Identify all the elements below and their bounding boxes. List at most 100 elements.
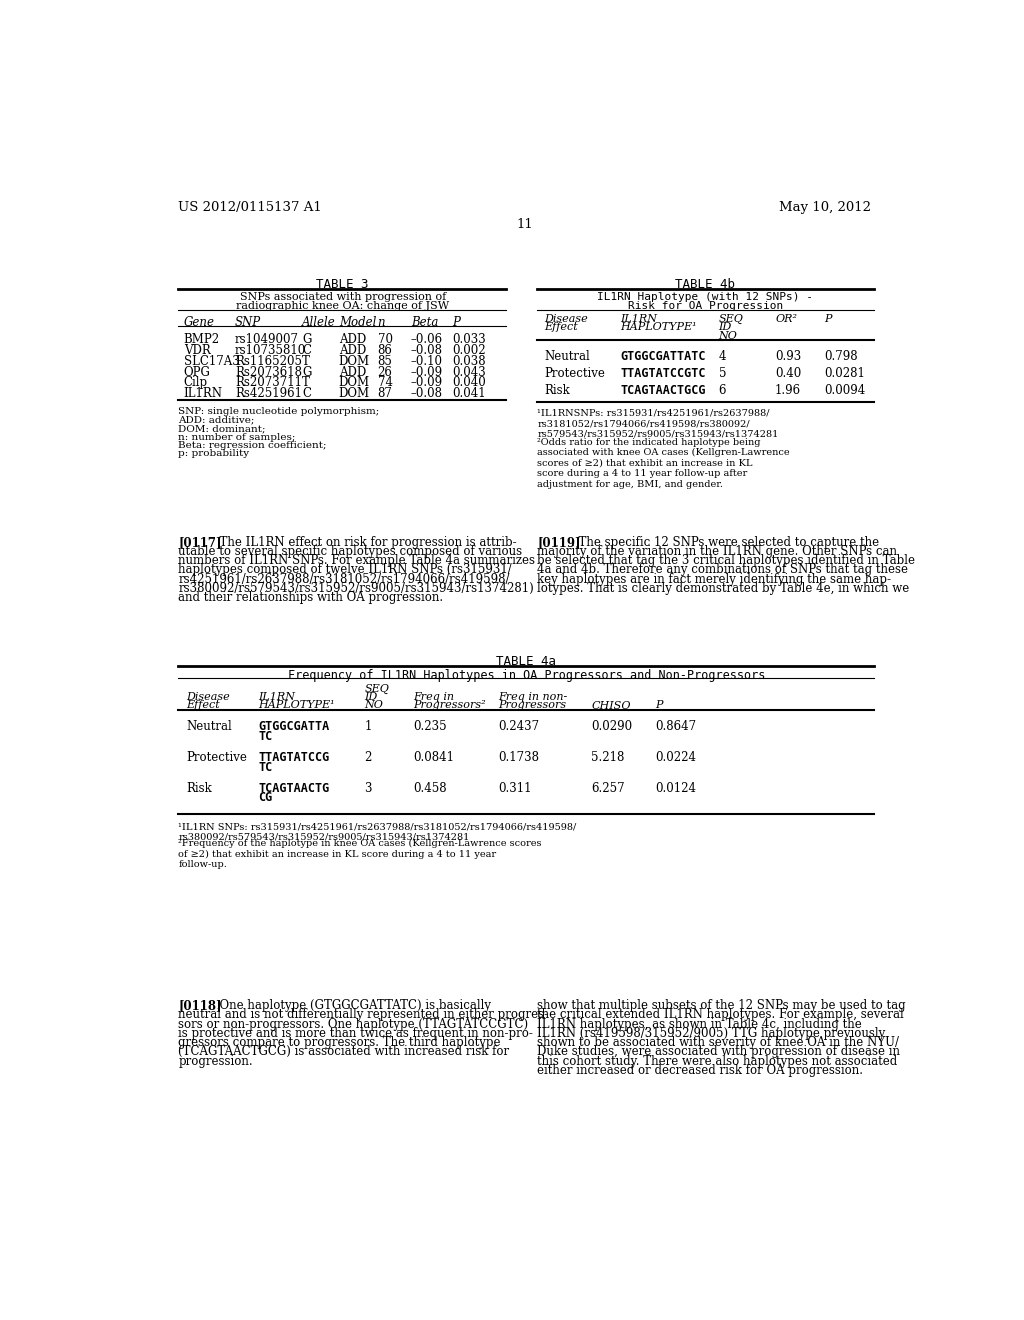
Text: Frequency of IL1RN Haplotypes in OA Progressors and Non-Progressors: Frequency of IL1RN Haplotypes in OA Prog…	[288, 669, 765, 682]
Text: IL1RN (rs419598/315952/9005) TTG haplotype previously: IL1RN (rs419598/315952/9005) TTG haploty…	[538, 1027, 886, 1040]
Text: TABLE 4a: TABLE 4a	[497, 655, 556, 668]
Text: DOM: dominant;: DOM: dominant;	[178, 424, 266, 433]
Text: 3: 3	[365, 781, 372, 795]
Text: TABLE 4b: TABLE 4b	[676, 277, 735, 290]
Text: DOM: DOM	[339, 376, 370, 389]
Text: 0.038: 0.038	[452, 355, 485, 368]
Text: 0.041: 0.041	[452, 387, 485, 400]
Text: ID: ID	[719, 322, 732, 333]
Text: [0119]: [0119]	[538, 536, 581, 549]
Text: ID: ID	[365, 692, 378, 702]
Text: 0.40: 0.40	[775, 367, 802, 380]
Text: GTGGCGATTATC: GTGGCGATTATC	[621, 350, 706, 363]
Text: 0.458: 0.458	[414, 781, 446, 795]
Text: US 2012/0115137 A1: US 2012/0115137 A1	[178, 201, 323, 214]
Text: TC: TC	[258, 760, 272, 774]
Text: T: T	[302, 355, 310, 368]
Text: n: number of samples;: n: number of samples;	[178, 433, 296, 441]
Text: p: probability: p: probability	[178, 449, 250, 458]
Text: Neutral: Neutral	[186, 721, 231, 734]
Text: either increased or decreased risk for OA progression.: either increased or decreased risk for O…	[538, 1064, 863, 1077]
Text: 0.1738: 0.1738	[499, 751, 540, 764]
Text: Progressors: Progressors	[499, 701, 566, 710]
Text: Rs2073618: Rs2073618	[234, 366, 302, 379]
Text: VDR: VDR	[183, 345, 211, 356]
Text: 11: 11	[516, 218, 534, 231]
Text: gressors compare to progressors. The third haplotype: gressors compare to progressors. The thi…	[178, 1036, 501, 1049]
Text: NO: NO	[719, 331, 737, 341]
Text: HAPLOTYPE¹: HAPLOTYPE¹	[258, 701, 335, 710]
Text: SNPs associated with progression of: SNPs associated with progression of	[240, 292, 445, 301]
Text: Duke studies, were associated with progression of disease in: Duke studies, were associated with progr…	[538, 1045, 900, 1059]
Text: 0.0281: 0.0281	[824, 367, 865, 380]
Text: ADD: ADD	[339, 345, 366, 356]
Text: Rs2073711: Rs2073711	[234, 376, 302, 389]
Text: SNP: SNP	[234, 317, 261, 329]
Text: Neutral: Neutral	[544, 350, 590, 363]
Text: –0.08: –0.08	[411, 387, 442, 400]
Text: 74: 74	[378, 376, 392, 389]
Text: The specific 12 SNPs were selected to capture the: The specific 12 SNPs were selected to ca…	[571, 536, 880, 549]
Text: 6.257: 6.257	[592, 781, 625, 795]
Text: –0.10: –0.10	[411, 355, 442, 368]
Text: G: G	[302, 333, 311, 346]
Text: 0.043: 0.043	[452, 366, 485, 379]
Text: SLC17A3: SLC17A3	[183, 355, 240, 368]
Text: n: n	[378, 317, 385, 329]
Text: Effect: Effect	[186, 701, 220, 710]
Text: May 10, 2012: May 10, 2012	[779, 201, 871, 214]
Text: –0.06: –0.06	[411, 333, 443, 346]
Text: BMP2: BMP2	[183, 333, 220, 346]
Text: [0117]: [0117]	[178, 536, 222, 549]
Text: neutral and is not differentially represented in either progres-: neutral and is not differentially repres…	[178, 1008, 549, 1022]
Text: Gene: Gene	[183, 317, 215, 329]
Text: CHISQ: CHISQ	[592, 701, 631, 710]
Text: key haplotypes are in fact merely identifying the same hap-: key haplotypes are in fact merely identi…	[538, 573, 891, 586]
Text: IL1RN: IL1RN	[183, 387, 223, 400]
Text: rs1049007: rs1049007	[234, 333, 299, 346]
Text: NO: NO	[365, 701, 383, 710]
Text: 5.218: 5.218	[592, 751, 625, 764]
Text: –0.09: –0.09	[411, 366, 443, 379]
Text: 86: 86	[378, 345, 392, 356]
Text: Rs1165205: Rs1165205	[234, 355, 302, 368]
Text: shown to be associated with severity of knee OA in the NYU/: shown to be associated with severity of …	[538, 1036, 899, 1049]
Text: TCAGTAACTGCG: TCAGTAACTGCG	[621, 384, 706, 397]
Text: TCAGTAACTG: TCAGTAACTG	[258, 781, 330, 795]
Text: P: P	[452, 317, 460, 329]
Text: (TCAGTAACTGCG) is associated with increased risk for: (TCAGTAACTGCG) is associated with increa…	[178, 1045, 510, 1059]
Text: 0.033: 0.033	[452, 333, 485, 346]
Text: Cilp: Cilp	[183, 376, 208, 389]
Text: SEQ: SEQ	[719, 314, 743, 323]
Text: the critical extended IL1RN haplotypes. For example, several: the critical extended IL1RN haplotypes. …	[538, 1008, 904, 1022]
Text: 0.0224: 0.0224	[655, 751, 696, 764]
Text: ¹IL1RN SNPs: rs315931/rs4251961/rs2637988/rs3181052/rs1794066/rs419598/
rs380092: ¹IL1RN SNPs: rs315931/rs4251961/rs263798…	[178, 822, 577, 842]
Text: Protective: Protective	[544, 367, 605, 380]
Text: 0.0094: 0.0094	[824, 384, 865, 397]
Text: ²Frequency of the haplotype in knee OA cases (Kellgren-Lawrence scores
of ≥2) th: ²Frequency of the haplotype in knee OA c…	[178, 840, 542, 869]
Text: DOM: DOM	[339, 355, 370, 368]
Text: utable to several specific haplotypes composed of various: utable to several specific haplotypes co…	[178, 545, 522, 558]
Text: TC: TC	[258, 730, 272, 743]
Text: 0.93: 0.93	[775, 350, 802, 363]
Text: Freq in non-: Freq in non-	[499, 692, 567, 702]
Text: P: P	[655, 701, 663, 710]
Text: IL1RN haplotypes, as shown in Table 4c, including the: IL1RN haplotypes, as shown in Table 4c, …	[538, 1018, 862, 1031]
Text: is protective and is more than twice as frequent in non-pro-: is protective and is more than twice as …	[178, 1027, 534, 1040]
Text: numbers of IL1RN SNPs. For example Table 4a summarizes: numbers of IL1RN SNPs. For example Table…	[178, 554, 536, 568]
Text: ADD: ADD	[339, 366, 366, 379]
Text: [0118]: [0118]	[178, 999, 222, 1012]
Text: Protective: Protective	[186, 751, 247, 764]
Text: DOM: DOM	[339, 387, 370, 400]
Text: ADD: additive;: ADD: additive;	[178, 416, 255, 425]
Text: ¹IL1RNSNPs: rs315931/rs4251961/rs2637988/
rs3181052/rs1794066/rs419598/rs380092/: ¹IL1RNSNPs: rs315931/rs4251961/rs2637988…	[538, 409, 778, 438]
Text: haplotypes composed of twelve IL1RN SNPs (rs315931/: haplotypes composed of twelve IL1RN SNPs…	[178, 564, 512, 577]
Text: 0.8647: 0.8647	[655, 721, 696, 734]
Text: 26: 26	[378, 366, 392, 379]
Text: 4a and 4b. Therefore any combinations of SNPs that tag these: 4a and 4b. Therefore any combinations of…	[538, 564, 908, 577]
Text: C: C	[302, 387, 311, 400]
Text: rs10735810: rs10735810	[234, 345, 306, 356]
Text: HAPLOTYPE¹: HAPLOTYPE¹	[621, 322, 696, 333]
Text: Freq in: Freq in	[414, 692, 455, 702]
Text: TABLE 3: TABLE 3	[316, 277, 369, 290]
